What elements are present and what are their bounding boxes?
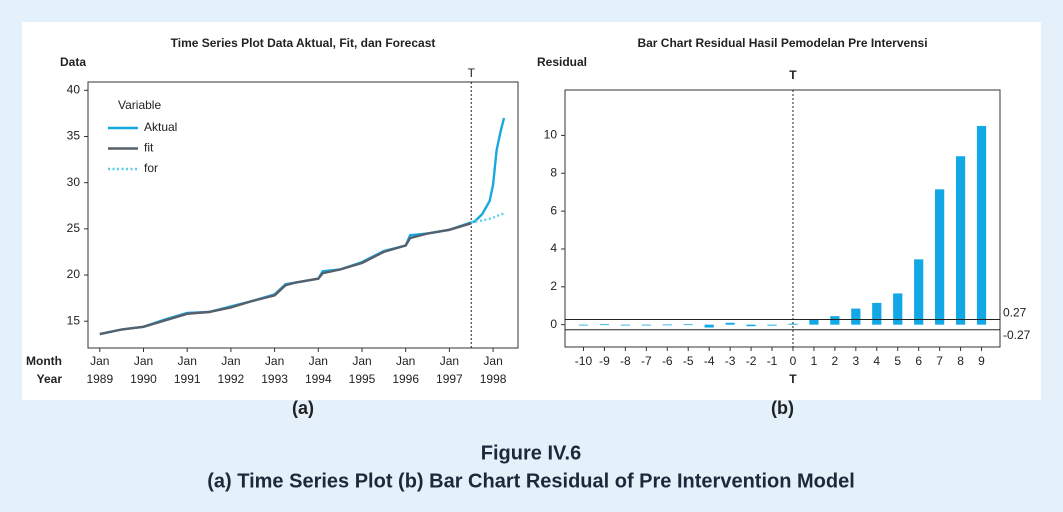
legend-title: Variable	[118, 98, 161, 112]
bar	[599, 324, 610, 326]
bar	[976, 125, 987, 325]
y-tick-label: 30	[67, 175, 81, 189]
x-axis-label: Month	[26, 354, 62, 368]
x-tick-label: -7	[641, 354, 652, 368]
plot-frame	[87, 81, 519, 349]
series-line	[470, 212, 505, 224]
bar	[914, 259, 924, 325]
y-tick-label: 6	[550, 203, 557, 217]
series-line	[99, 222, 472, 336]
x-tick-label: -9	[599, 354, 610, 368]
x-tick-label-year: 1996	[392, 372, 419, 386]
y-tick-label: 10	[544, 128, 558, 142]
bar	[893, 293, 903, 325]
legend-label: Aktual	[144, 120, 177, 134]
x-tick-label: 4	[873, 354, 880, 368]
y-tick-label: 2	[550, 279, 557, 293]
x-tick-label: Jan	[134, 354, 153, 368]
x-tick-label: Jan	[178, 354, 197, 368]
legend-label: for	[144, 161, 158, 175]
bar	[683, 324, 693, 326]
y-tick-label: 0	[550, 317, 557, 331]
reference-label: -0.27	[1003, 328, 1031, 342]
x-tick-label-year: 1995	[349, 372, 376, 386]
chart-title: Bar Chart Residual Hasil Pemodelan Pre I…	[637, 36, 927, 50]
x-tick-label-year: 1991	[174, 372, 201, 386]
x-tick-label: Jan	[90, 354, 109, 368]
x-tick-label: Jan	[221, 354, 240, 368]
legend-label: fit	[144, 141, 154, 155]
x-axis-label: T	[789, 372, 797, 386]
bar	[830, 316, 840, 325]
x-tick-label: -4	[704, 354, 715, 368]
y-tick-label: 20	[67, 267, 81, 281]
bar	[955, 156, 966, 325]
x-tick-label: 3	[852, 354, 859, 368]
bar	[641, 324, 651, 326]
x-tick-label-year: 1992	[218, 372, 245, 386]
x-tick-label: 5	[894, 354, 901, 368]
bar	[788, 323, 798, 325]
y-tick-label: 8	[550, 165, 557, 179]
x-tick-label: 1	[811, 354, 818, 368]
x-tick-label: Jan	[440, 354, 459, 368]
bar	[662, 324, 672, 326]
bar	[578, 324, 589, 326]
chart-panel	[22, 22, 1041, 400]
reference-label: T	[468, 66, 476, 80]
x-tick-label: 7	[936, 354, 943, 368]
x-tick-label: Jan	[265, 354, 284, 368]
y-tick-label: 4	[550, 241, 557, 255]
chart-title: Time Series Plot Data Aktual, Fit, dan F…	[171, 36, 436, 50]
bar	[767, 324, 777, 326]
bar	[620, 324, 630, 326]
x-tick-label-year: 1993	[261, 372, 288, 386]
x-tick-label: -8	[620, 354, 631, 368]
x-tick-label: Jan	[396, 354, 415, 368]
x-tick-label: -1	[767, 354, 778, 368]
bar	[809, 319, 819, 325]
plot-frame	[564, 89, 1001, 348]
x-tick-label: 2	[832, 354, 839, 368]
x-tick-label-year: 1990	[130, 372, 157, 386]
bar	[935, 189, 945, 325]
bar	[746, 324, 756, 327]
y-tick-label: 15	[67, 313, 81, 327]
x-tick-label-year: 1994	[305, 372, 332, 386]
x-tick-label-year: 1998	[480, 372, 507, 386]
figure-label: Figure IV.6	[481, 442, 581, 464]
x-tick-label: Jan	[352, 354, 371, 368]
x-axis-label: Year	[37, 372, 63, 386]
reference-label: 0.27	[1003, 306, 1027, 320]
y-tick-label: 25	[67, 221, 81, 235]
panel-label: (a)	[292, 398, 314, 418]
x-tick-label: -6	[662, 354, 673, 368]
x-tick-label: 9	[978, 354, 985, 368]
x-tick-label: Jan	[309, 354, 328, 368]
y-axis-label: Data	[60, 55, 86, 69]
y-tick-label: 35	[67, 129, 81, 143]
x-tick-label-year: 1989	[86, 372, 113, 386]
panel-label: (b)	[771, 398, 794, 418]
x-tick-label: 0	[790, 354, 797, 368]
reference-label: T	[789, 68, 797, 82]
x-tick-label: 8	[957, 354, 964, 368]
x-tick-label-year: 1997	[436, 372, 463, 386]
x-tick-label: -2	[746, 354, 757, 368]
x-tick-label: -5	[683, 354, 694, 368]
y-axis-label: Residual	[537, 55, 587, 69]
x-tick-label: -10	[575, 354, 593, 368]
x-tick-label: Jan	[483, 354, 502, 368]
bar	[851, 308, 861, 325]
figure-caption: (a) Time Series Plot (b) Bar Chart Resid…	[207, 470, 855, 492]
bar	[704, 324, 714, 328]
x-tick-label: -3	[725, 354, 736, 368]
bar	[872, 302, 882, 325]
bar	[725, 322, 735, 325]
x-tick-label: 6	[915, 354, 922, 368]
y-tick-label: 40	[67, 82, 81, 96]
